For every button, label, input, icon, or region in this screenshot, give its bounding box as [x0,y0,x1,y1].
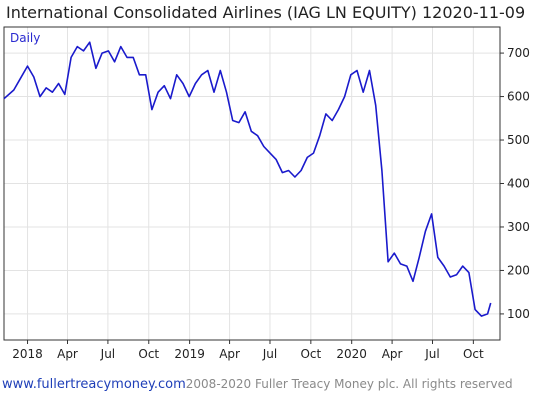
y-tick-label: 700 [507,46,530,60]
y-tick-label: 400 [507,177,530,191]
frequency-label: Daily [10,31,40,45]
y-tick-label: 100 [507,307,530,321]
price-series-line [3,41,492,317]
chart-title-date: 2020-11-09 [432,3,526,22]
y-tick-label: 600 [507,90,530,104]
y-tick-label: 200 [507,263,530,277]
x-tick-label: Oct [300,347,321,361]
x-tick-label: Oct [463,347,484,361]
x-tick-label: 2019 [174,347,205,361]
chart-title: International Consolidated Airlines (IAG… [6,3,525,22]
x-tick-label: Jul [424,347,439,361]
x-axis: 2018 Apr Jul Oct 2019 Apr Jul Oct 2020 Apr Jul Oct [12,340,484,361]
chart-grid [4,27,500,340]
x-tick-label: Jul [262,347,277,361]
y-tick-label: 500 [507,133,530,147]
x-tick-label: Apr [57,347,78,361]
x-tick-label: Jul [100,347,115,361]
footer: www.fullertreacymoney.com2008-2020 Fulle… [2,377,513,392]
x-tick-label: 2018 [12,347,43,361]
x-tick-label: Apr [382,347,403,361]
y-axis: 100 200 300 400 500 600 700 [500,46,530,321]
chart-title-name: International Consolidated Airlines (IAG… [6,3,433,22]
footer-copyright: 2008-2020 Fuller Treacy Money plc. All r… [185,377,513,391]
x-tick-label: 2020 [336,347,367,361]
footer-url-link[interactable]: www.fullertreacymoney.com [2,377,186,392]
y-tick-label: 300 [507,220,530,234]
x-tick-label: Apr [219,347,240,361]
x-tick-label: Oct [138,347,159,361]
